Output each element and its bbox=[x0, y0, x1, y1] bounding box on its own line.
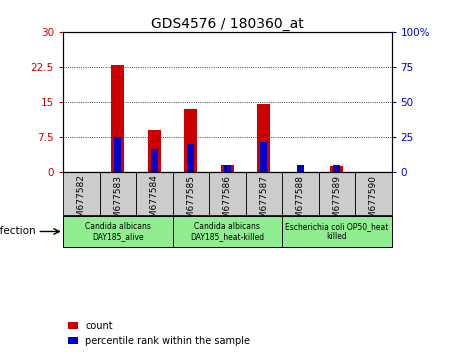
Bar bbox=[151, 149, 158, 172]
Bar bbox=[282, 216, 392, 247]
Text: GSM677589: GSM677589 bbox=[332, 175, 341, 230]
Legend: count, percentile rank within the sample: count, percentile rank within the sample bbox=[68, 321, 250, 346]
Text: GSM677584: GSM677584 bbox=[150, 175, 159, 229]
Text: Candida albicans
DAY185_heat-killed: Candida albicans DAY185_heat-killed bbox=[190, 222, 264, 241]
Bar bbox=[221, 165, 234, 172]
Bar bbox=[209, 172, 246, 215]
Bar bbox=[111, 65, 124, 172]
Bar bbox=[187, 144, 194, 172]
Bar bbox=[333, 165, 340, 172]
Bar bbox=[224, 165, 231, 172]
Bar bbox=[319, 172, 355, 215]
Bar bbox=[257, 104, 270, 172]
Text: Candida albicans
DAY185_alive: Candida albicans DAY185_alive bbox=[85, 222, 151, 241]
Bar bbox=[246, 172, 282, 215]
Bar bbox=[172, 216, 282, 247]
Bar bbox=[297, 165, 304, 172]
Title: GDS4576 / 180360_at: GDS4576 / 180360_at bbox=[151, 17, 304, 31]
Text: Escherichia coli OP50_heat
killed: Escherichia coli OP50_heat killed bbox=[285, 222, 388, 241]
Bar bbox=[136, 172, 172, 215]
Text: GSM677587: GSM677587 bbox=[259, 175, 268, 230]
Bar bbox=[330, 166, 343, 172]
Bar bbox=[184, 109, 197, 172]
Bar bbox=[148, 130, 161, 172]
Text: GSM677582: GSM677582 bbox=[77, 175, 86, 229]
Text: GSM677586: GSM677586 bbox=[223, 175, 232, 230]
Text: infection: infection bbox=[0, 227, 36, 236]
Bar bbox=[172, 172, 209, 215]
Bar bbox=[355, 172, 392, 215]
Bar bbox=[260, 142, 267, 172]
Bar bbox=[114, 137, 122, 172]
Text: GSM677585: GSM677585 bbox=[186, 175, 195, 230]
Text: GSM677590: GSM677590 bbox=[369, 175, 378, 230]
Bar bbox=[99, 172, 136, 215]
Text: GSM677588: GSM677588 bbox=[296, 175, 305, 230]
Bar bbox=[282, 172, 319, 215]
Text: GSM677583: GSM677583 bbox=[113, 175, 122, 230]
Bar bbox=[63, 172, 99, 215]
Bar bbox=[63, 216, 172, 247]
